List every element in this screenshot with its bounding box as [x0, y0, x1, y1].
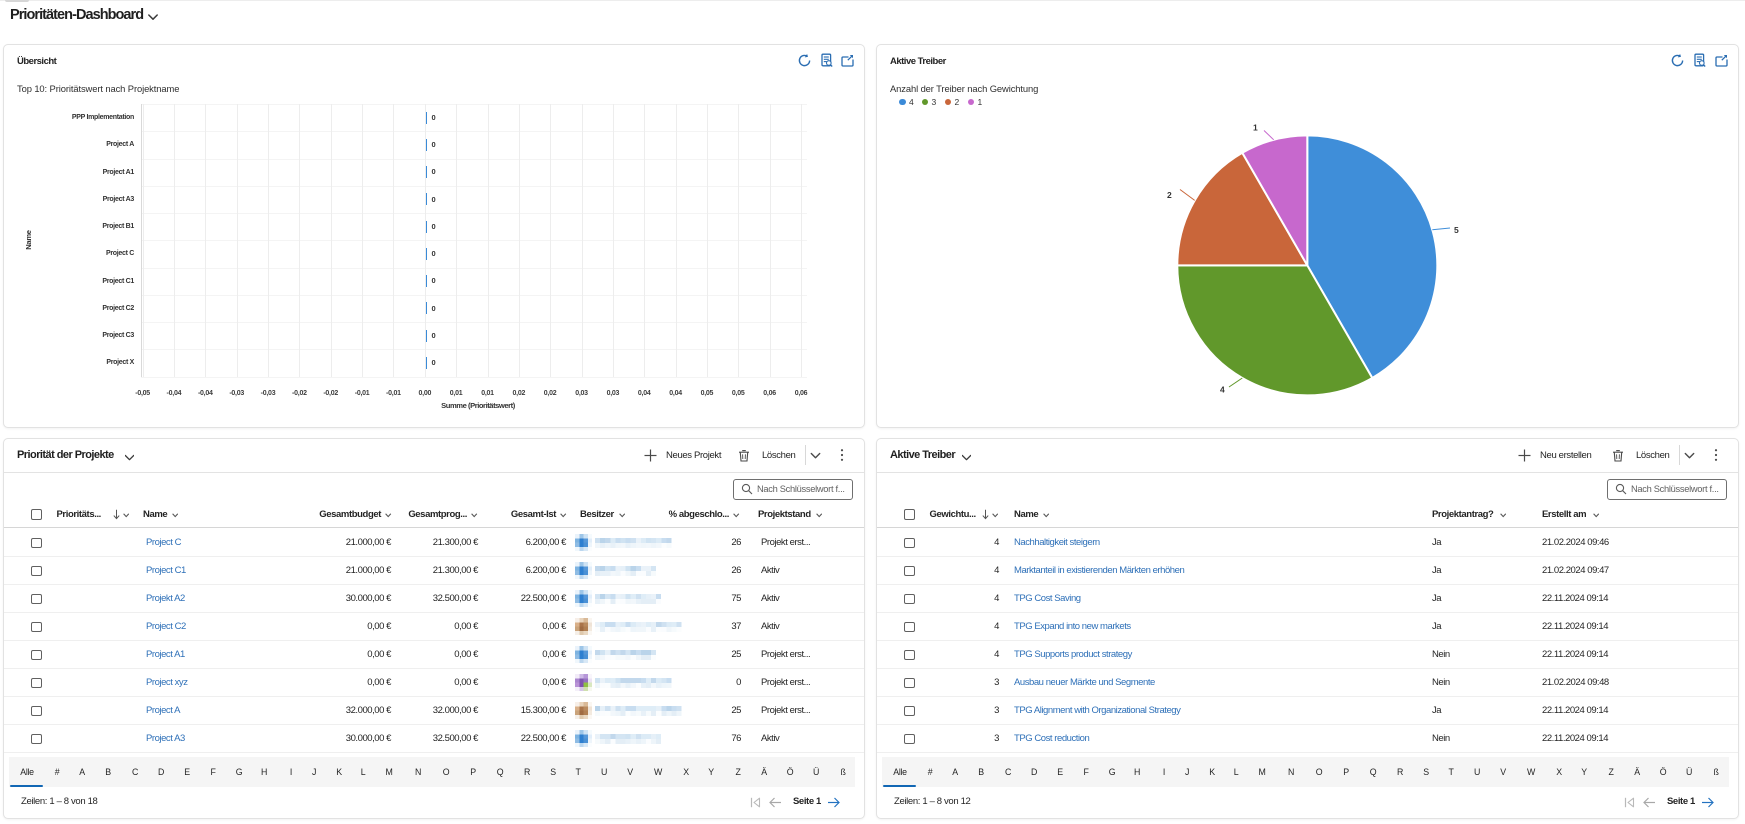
svg-text:4: 4 [1220, 385, 1225, 395]
svg-text:1: 1 [1253, 123, 1258, 133]
svg-text:2: 2 [1167, 190, 1172, 200]
svg-text:5: 5 [1454, 225, 1459, 235]
